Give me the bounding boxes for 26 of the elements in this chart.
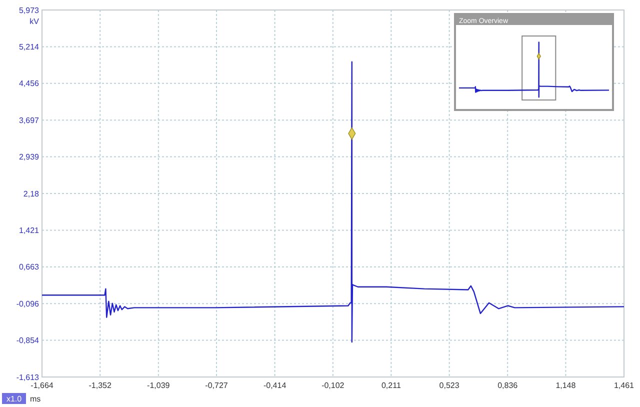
x-tick-label: -0,102 — [322, 381, 345, 390]
y-tick-label: 0,663 — [18, 262, 40, 272]
y-tick-label: 5,214 — [18, 42, 40, 52]
y-tick-label: 3,697 — [18, 116, 40, 125]
y-tick-label: -1,613 — [16, 372, 40, 382]
x-tick-label: -0,727 — [205, 381, 228, 390]
x-axis-title: ms — [30, 394, 41, 404]
x-tick-label: 1,148 — [556, 381, 576, 390]
y-tick-label: 5,973 — [18, 6, 40, 15]
x-tick-label: -1,352 — [88, 381, 112, 390]
x-tick-label: -0,414 — [263, 381, 287, 390]
line-series — [41, 61, 625, 343]
x-tick-label: 0,211 — [381, 381, 402, 390]
y-tick-label: 2,939 — [18, 152, 40, 162]
y-tick-label: 4,456 — [18, 79, 40, 88]
x-tick-label: -1,039 — [147, 381, 170, 390]
x-tick-label: 0,836 — [498, 381, 518, 390]
x-tick-label: 1,461 — [614, 381, 635, 390]
y-tick-label: 2,18 — [23, 189, 40, 198]
text: x1.0 — [6, 394, 22, 404]
x-tick-label: 0,523 — [439, 381, 460, 390]
x-tick-label: -1,664 — [30, 381, 54, 390]
y-axis-title: kV — [30, 17, 40, 26]
y-tick-label: -0,096 — [16, 299, 40, 308]
y-tick-label: -0,854 — [16, 336, 40, 346]
y-tick-label: 1,421 — [18, 226, 40, 236]
